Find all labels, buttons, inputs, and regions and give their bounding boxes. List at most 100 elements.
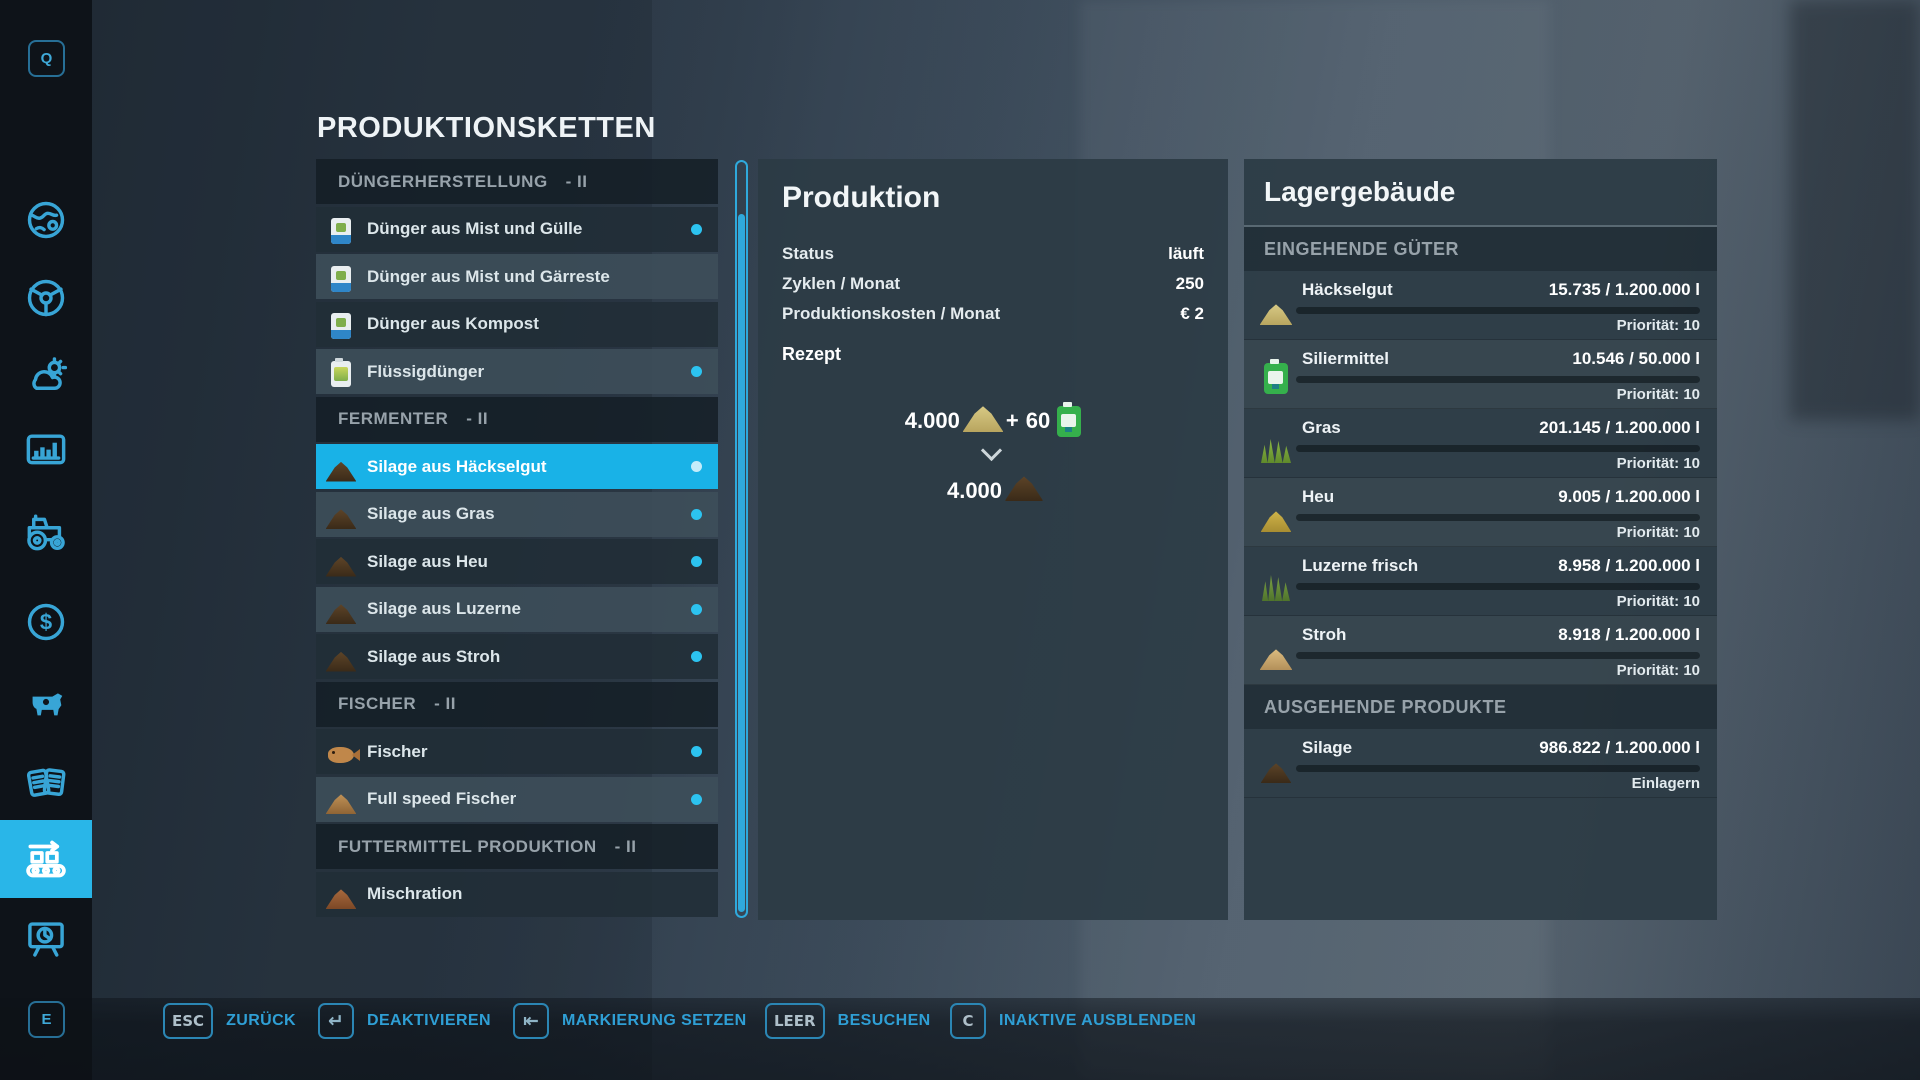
hint-button[interactable]: LEER BESUCHEN	[765, 1002, 931, 1040]
list-group-label: FISCHER	[338, 694, 417, 713]
hint-button[interactable]: C INAKTIVE AUSBLENDEN	[950, 1002, 1196, 1040]
hint-label: DEAKTIVIEREN	[367, 1012, 491, 1029]
hint-label: MARKIERUNG SETZEN	[562, 1012, 747, 1029]
storage-row[interactable]: Stroh 8.918 / 1.200.000 l Priorität: 10	[1244, 616, 1717, 685]
alfalfa-icon	[1262, 575, 1290, 601]
fill-level-bar	[1296, 765, 1700, 772]
keycap: ↵	[318, 1003, 354, 1039]
hint-label: BESUCHEN	[837, 1012, 931, 1029]
list-group-count: - II	[614, 836, 637, 856]
list-scrollbar-thumb[interactable]	[738, 214, 745, 912]
list-group-label: FERMENTER	[338, 409, 449, 428]
list-group-count: - II	[434, 694, 456, 713]
production-stats: Status läuft Zyklen / Monat 250 Produkti…	[782, 239, 1204, 329]
storage-row[interactable]: Silage 986.822 / 1.200.000 l Einlagern	[1244, 729, 1717, 798]
fill-level-bar	[1296, 307, 1700, 314]
keycap: ⇤	[513, 1003, 549, 1039]
sidebar-tab-weather[interactable]	[0, 350, 92, 402]
good-amount: 15.735 / 1.200.000 l	[1548, 280, 1700, 299]
stat-label: Status	[782, 244, 834, 263]
silage-pile-icon	[326, 509, 356, 529]
storage-row[interactable]: Heu 9.005 / 1.200.000 l Priorität: 10	[1244, 478, 1717, 547]
good-amount: 986.822 / 1.200.000 l	[1539, 738, 1700, 757]
production-item-label: Dünger aus Mist und Gärreste	[367, 266, 610, 286]
production-list-item[interactable]: Silage aus Gras	[316, 491, 718, 537]
active-production-dot	[691, 556, 702, 567]
production-item-label: Silage aus Luzerne	[367, 599, 521, 618]
production-list-item[interactable]: Dünger aus Mist und Gärreste	[316, 254, 718, 299]
sidebar-tab-contracts[interactable]	[0, 758, 92, 810]
production-list-item[interactable]: Dünger aus Mist und Gülle	[316, 206, 718, 252]
next-menu-keycap: E	[28, 1001, 65, 1038]
production-panel: Produktion Status läuft Zyklen / Monat 2…	[758, 159, 1228, 920]
sidebar-tab-production-chains[interactable]	[0, 820, 92, 898]
sidebar-tab-statistics[interactable]	[0, 913, 92, 965]
production-list-item[interactable]: Fischer	[316, 729, 718, 774]
fertilizer-bag-icon	[331, 313, 351, 339]
hint-label: INAKTIVE AUSBLENDEN	[999, 1012, 1197, 1029]
production-list-item[interactable]: Silage aus Luzerne	[316, 586, 718, 632]
sidebar-tab-animals[interactable]	[0, 676, 92, 728]
sidebar-tab-map[interactable]	[0, 194, 92, 246]
sidebar-tab-finances[interactable]: $	[0, 596, 92, 648]
production-list-item[interactable]: Flüssigdünger	[316, 349, 718, 394]
sidebar-tab-driving[interactable]	[0, 272, 92, 324]
production-item-label: Fischer	[367, 741, 428, 761]
list-group-header: DÜNGERHERSTELLUNG - II	[316, 159, 718, 204]
production-list: DÜNGERHERSTELLUNG - II Dünger aus Mist u…	[316, 159, 718, 920]
hint-button[interactable]: ESC ZURÜCK	[163, 1002, 296, 1040]
good-footer: Priorität: 10	[1616, 593, 1700, 610]
production-list-item[interactable]: Silage aus Heu	[316, 539, 718, 584]
silage-pile-icon	[326, 604, 356, 624]
storage-row[interactable]: Luzerne frisch 8.958 / 1.200.000 l Prior…	[1244, 547, 1717, 616]
stat-label: Zyklen / Monat	[782, 274, 901, 293]
chevron-down-icon	[980, 439, 1003, 462]
chaff-pile-icon	[1260, 304, 1292, 325]
storage-panel: Lagergebäude EINGEHENDE GÜTER Häckselgut…	[1244, 159, 1717, 920]
good-footer: Priorität: 10	[1616, 662, 1700, 679]
stat-label: Produktionskosten / Monat	[782, 304, 1001, 323]
active-production-dot	[691, 223, 702, 235]
sidebar-tab-prices[interactable]	[0, 424, 92, 476]
good-name: Silage	[1302, 738, 1353, 757]
storage-row[interactable]: Siliermittel 10.546 / 50.000 l Priorität…	[1244, 340, 1717, 409]
recipe-heading: Rezept	[782, 344, 842, 364]
hint-button[interactable]: ↵ DEAKTIVIEREN	[318, 1002, 491, 1040]
production-list-item[interactable]: Silage aus Stroh	[316, 634, 718, 679]
good-amount: 10.546 / 50.000 l	[1572, 349, 1700, 368]
hint-button[interactable]: ⇤ MARKIERUNG SETZEN	[513, 1002, 747, 1040]
storage-row[interactable]: Gras 201.145 / 1.200.000 l Priorität: 10	[1244, 409, 1717, 478]
recipe-input1-amount: 4.000	[904, 408, 960, 433]
good-amount: 8.918 / 1.200.000 l	[1558, 625, 1700, 644]
stat-value: läuft	[1168, 244, 1204, 263]
stat-row: Status läuft	[782, 239, 1204, 269]
active-production-dot	[691, 461, 702, 472]
production-item-label: Silage aus Stroh	[367, 646, 501, 666]
production-item-label: Full speed Fischer	[367, 789, 517, 808]
recipe-inputs: 4.000 + 60	[758, 399, 1228, 443]
production-list-item[interactable]: Mischration	[316, 871, 718, 917]
good-footer: Einlagern	[1631, 775, 1700, 792]
production-list-item[interactable]: Full speed Fischer	[316, 776, 718, 822]
good-amount: 201.145 / 1.200.000 l	[1539, 418, 1700, 437]
production-list-item[interactable]: Silage aus Häckselgut	[316, 444, 718, 489]
fertilizer-bag-icon	[331, 265, 351, 292]
storage-row[interactable]: Häckselgut 15.735 / 1.200.000 l Prioritä…	[1244, 271, 1717, 340]
active-production-dot	[691, 793, 702, 805]
sidebar-tab-garage[interactable]	[0, 506, 92, 558]
production-list-item[interactable]: Dünger aus Kompost	[316, 301, 718, 347]
list-scrollbar[interactable]	[735, 160, 748, 918]
fill-level-bar	[1296, 583, 1700, 590]
good-footer: Priorität: 10	[1616, 317, 1700, 334]
active-production-dot	[691, 746, 702, 757]
svg-text:$: $	[40, 610, 52, 635]
list-group-label: FUTTERMITTEL PRODUKTION	[338, 836, 597, 856]
dollar-circle-icon: $	[27, 603, 65, 641]
storage-panel-header: Lagergebäude	[1244, 159, 1717, 227]
recipe-output-amount: 4.000	[946, 478, 1003, 503]
active-production-dot	[691, 366, 702, 377]
production-item-label: Dünger aus Kompost	[367, 314, 539, 333]
list-group-header: FERMENTER - II	[316, 396, 718, 442]
active-production-dot	[691, 603, 702, 615]
